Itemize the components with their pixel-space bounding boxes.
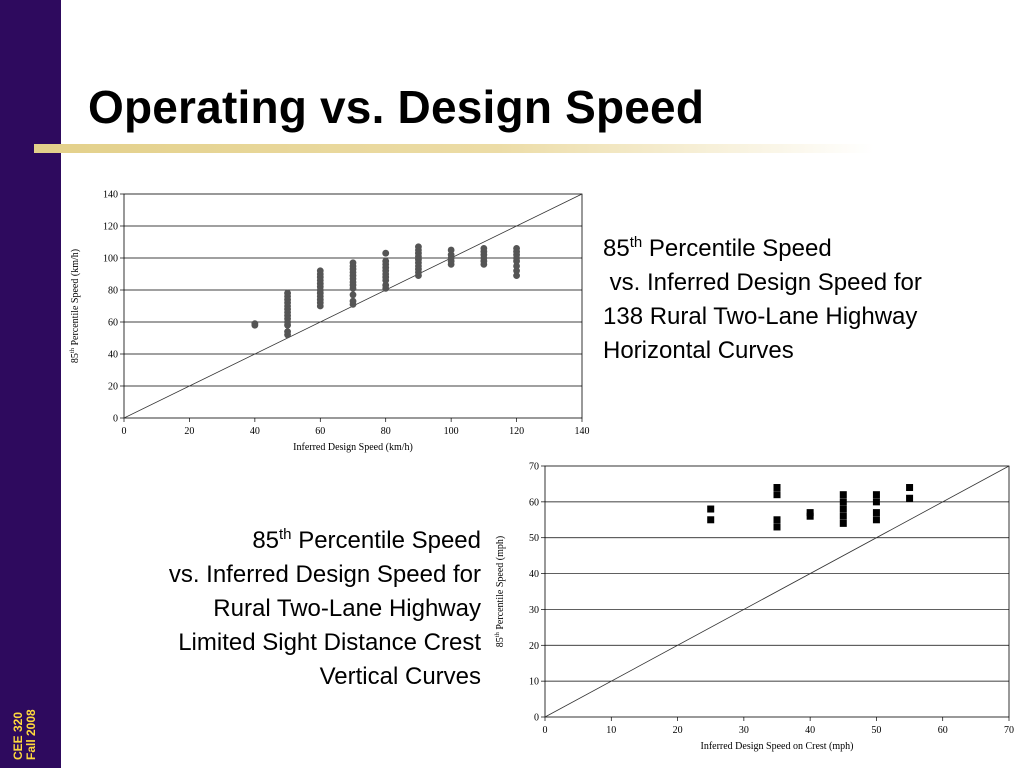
data-point xyxy=(839,498,847,506)
caption-line: 138 Rural Two-Lane Highway xyxy=(603,303,918,330)
data-point xyxy=(447,251,455,259)
x-tick-label: 100 xyxy=(444,426,459,437)
data-point xyxy=(513,272,520,279)
caption-line: Horizontal Curves xyxy=(603,337,794,364)
data-point xyxy=(349,297,357,305)
data-point xyxy=(284,289,291,297)
caption-lead: 85 xyxy=(603,235,630,262)
data-point xyxy=(839,519,847,527)
x-tick-label: 40 xyxy=(805,725,815,736)
data-point xyxy=(707,505,715,513)
x-tick-label: 80 xyxy=(381,426,391,437)
x-tick-label: 20 xyxy=(184,426,194,437)
y-axis-label: 85th Percentile Speed (km/h) xyxy=(69,249,81,363)
caption-sup: th xyxy=(629,234,643,251)
data-point xyxy=(773,516,781,524)
x-tick-label: 120 xyxy=(509,426,524,437)
x-tick-label: 60 xyxy=(315,426,325,437)
x-tick-label: 0 xyxy=(122,426,127,437)
x-tick-label: 70 xyxy=(1004,725,1014,736)
caption-line: Rural Two-Lane Highway xyxy=(213,595,481,622)
slide-title: Operating vs. Design Speed xyxy=(88,81,705,133)
x-tick-label: 30 xyxy=(739,725,749,736)
y-tick-label: 50 xyxy=(529,533,539,544)
y-tick-label: 0 xyxy=(113,414,118,425)
caption-horizontal-curves: 85th Percentile Speed vs. Inferred Desig… xyxy=(603,226,922,368)
caption-lead: 85 xyxy=(252,527,280,554)
data-point xyxy=(906,494,914,502)
caption-line: vs. Inferred Design Speed for xyxy=(603,269,922,296)
y-tick-label: 70 xyxy=(529,462,539,473)
caption-line: 85th Percentile Speed xyxy=(100,518,481,558)
data-point xyxy=(839,491,847,499)
data-point xyxy=(382,257,390,265)
data-point xyxy=(806,509,814,517)
data-point xyxy=(349,291,357,299)
x-tick-label: 140 xyxy=(575,426,590,437)
y-tick-label: 40 xyxy=(529,569,539,580)
y-tick-label: 40 xyxy=(108,350,118,361)
data-point xyxy=(872,491,880,499)
data-point xyxy=(839,512,847,520)
title-underline xyxy=(34,144,874,153)
y-axis-label: 85th Percentile Speed (mph) xyxy=(494,536,506,647)
data-point xyxy=(513,245,520,252)
y-tick-label: 20 xyxy=(529,641,539,652)
data-point xyxy=(382,281,390,289)
data-point xyxy=(447,246,455,254)
data-point xyxy=(773,484,781,492)
data-point xyxy=(382,249,390,257)
y-tick-label: 10 xyxy=(529,677,539,688)
caption-sup: th xyxy=(279,526,292,543)
caption-rest: Percentile Speed xyxy=(642,235,832,262)
caption-crest-curves: 85th Percentile Speed vs. Inferred Desig… xyxy=(100,518,481,694)
data-point xyxy=(284,328,291,335)
data-point xyxy=(773,523,781,531)
y-tick-label: 60 xyxy=(108,318,118,329)
x-axis-label: Inferred Design Speed on Crest (mph) xyxy=(700,741,853,752)
x-tick-label: 20 xyxy=(673,725,683,736)
data-point xyxy=(415,243,422,251)
data-point xyxy=(906,484,914,492)
data-point xyxy=(513,267,520,275)
y-tick-label: 60 xyxy=(529,497,539,508)
data-point xyxy=(872,509,880,517)
data-point xyxy=(806,512,814,520)
x-tick-label: 40 xyxy=(250,426,260,437)
x-tick-label: 60 xyxy=(938,725,948,736)
y-tick-label: 120 xyxy=(103,222,118,233)
x-tick-label: 10 xyxy=(606,725,616,736)
y-tick-label: 80 xyxy=(108,286,118,297)
data-point xyxy=(480,245,488,252)
data-point xyxy=(839,505,847,513)
data-point xyxy=(349,259,357,267)
data-point xyxy=(773,491,781,499)
caption-line: vs. Inferred Design Speed for xyxy=(168,561,481,588)
data-point xyxy=(251,320,259,327)
data-point xyxy=(513,262,520,270)
caption-line: Limited Sight Distance Crest xyxy=(178,629,481,656)
y-tick-label: 30 xyxy=(529,605,539,616)
data-point xyxy=(872,498,880,506)
data-point xyxy=(872,516,880,524)
y-tick-label: 100 xyxy=(103,254,118,265)
y-tick-label: 140 xyxy=(103,190,118,201)
data-point xyxy=(707,516,715,524)
caption-line: Vertical Curves xyxy=(319,663,481,690)
x-tick-label: 50 xyxy=(871,725,881,736)
data-point xyxy=(316,267,324,275)
caption-line: 85th Percentile Speed xyxy=(603,226,922,266)
x-axis-label: Inferred Design Speed (km/h) xyxy=(293,442,413,453)
equality-line xyxy=(544,465,1010,718)
caption-rest: Percentile Speed xyxy=(291,527,481,554)
x-tick-label: 0 xyxy=(543,725,548,736)
sidebar xyxy=(0,0,61,768)
y-tick-label: 20 xyxy=(108,382,118,393)
y-tick-label: 0 xyxy=(534,713,539,724)
